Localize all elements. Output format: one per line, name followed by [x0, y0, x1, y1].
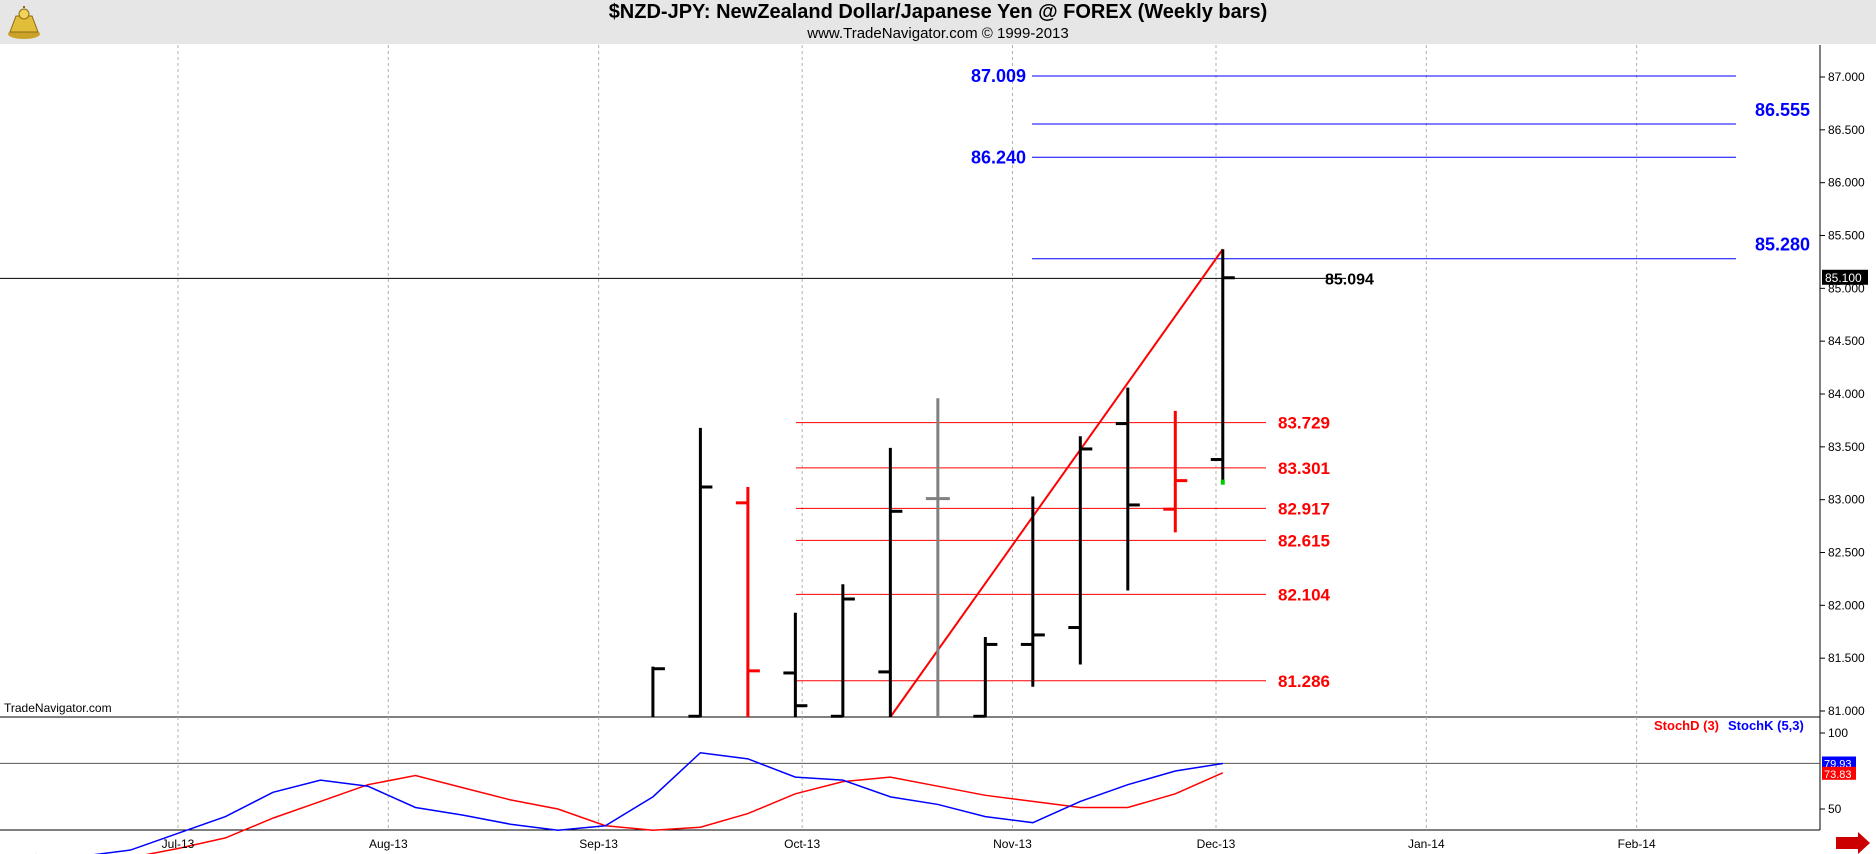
ohlc-bar	[783, 612, 808, 717]
fib-level-label: 81.286	[1278, 672, 1330, 691]
trendline	[889, 248, 1224, 718]
y-tick-label: 85.000	[1828, 281, 1865, 295]
ohlc-bar	[651, 666, 665, 717]
fib-level-label: 82.104	[1278, 585, 1331, 604]
signal-marker	[1220, 479, 1225, 485]
y-tick-label: 84.500	[1828, 334, 1865, 348]
ohlc-bar	[830, 584, 855, 718]
fib-level-label: 82.615	[1278, 531, 1330, 550]
x-tick-label: Nov-13	[993, 837, 1032, 851]
stochD-value-box	[1822, 766, 1856, 780]
stochD-value-label: 73.83	[1824, 769, 1852, 781]
fib-level-label: 86.555	[1755, 100, 1810, 120]
stochK-value-box	[1822, 756, 1856, 770]
y-tick-label: 86.000	[1828, 176, 1865, 190]
legend-stochK: StochK (5,3)	[1728, 718, 1804, 733]
ohlc-bar	[1068, 436, 1093, 665]
y-tick-label: 82.000	[1828, 598, 1865, 612]
x-tick-label: Dec-13	[1197, 837, 1236, 851]
stoch-series-line	[93, 751, 1223, 854]
y-tick-label: 82.500	[1828, 546, 1865, 560]
fib-level-label: 85.280	[1755, 235, 1810, 255]
y-tick-label: 86.500	[1828, 123, 1865, 137]
x-tick-label: Aug-13	[369, 837, 408, 851]
ohlc-bar	[735, 486, 760, 717]
y-tick-label: 87.000	[1828, 70, 1865, 84]
y-tick-label: 85.500	[1828, 229, 1865, 243]
y-tick-label: 83.000	[1828, 493, 1865, 507]
y-tick-label: 84.000	[1828, 387, 1865, 401]
x-tick-label: Jul-13	[162, 837, 195, 851]
price-line-label: 85.094	[1325, 271, 1374, 288]
chart-title: $NZD-JPY: NewZealand Dollar/Japanese Yen…	[608, 1, 1268, 23]
chart-subtitle: www.TradeNavigator.com © 1999-2013	[807, 25, 1069, 42]
y-tick-label: 81.000	[1828, 704, 1865, 718]
ohlc-bar	[1163, 410, 1188, 533]
ohlc-bar	[1210, 249, 1235, 482]
x-tick-label: Sep-13	[579, 837, 618, 851]
y-tick-label: 83.500	[1828, 440, 1865, 454]
x-tick-label: Oct-13	[784, 837, 820, 851]
ohlc-bar	[973, 637, 998, 718]
fib-level-label: 87.009	[971, 66, 1026, 86]
stoch-y-tick-label: 100	[1828, 726, 1848, 740]
ohlc-bar	[1020, 496, 1045, 687]
ohlc-bar	[1115, 387, 1140, 591]
last-price-box	[1822, 269, 1868, 285]
fib-level-label: 82.917	[1278, 499, 1330, 518]
ohlc-bar	[688, 427, 713, 718]
fib-level-label: 83.729	[1278, 414, 1330, 433]
legend-stochD: StochD (3)	[1654, 718, 1719, 733]
last-price-label: 85.100	[1825, 271, 1862, 285]
watermark: TradeNavigator.com	[4, 701, 112, 715]
ohlc-bar	[925, 398, 950, 717]
fib-level-label: 86.240	[971, 147, 1026, 167]
fib-level-label: 83.301	[1278, 459, 1330, 478]
stoch-y-tick-label: 50	[1828, 802, 1842, 816]
x-tick-label: Feb-14	[1618, 837, 1656, 851]
chart-header	[0, 0, 1876, 44]
x-tick-label: Jan-14	[1408, 837, 1445, 851]
scroll-right-arrow-icon[interactable]	[1836, 832, 1870, 854]
ohlc-bar	[878, 447, 903, 717]
stoch-series-line	[35, 772, 1224, 854]
tradenavigator-logo-icon	[8, 6, 40, 39]
y-tick-label: 81.500	[1828, 651, 1865, 665]
